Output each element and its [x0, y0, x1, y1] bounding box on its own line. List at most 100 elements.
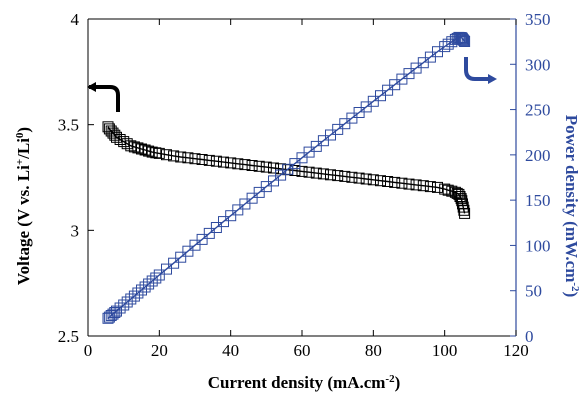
voltage-point [268, 162, 279, 174]
voltage-point [168, 150, 180, 162]
power-point [150, 272, 162, 284]
y-right-tick-label: 300 [525, 55, 551, 74]
voltage-point [161, 149, 172, 161]
voltage-point [442, 184, 454, 196]
power-point [118, 299, 130, 311]
x-axis-ticks: 0 20 40 60 80 100 120 [84, 19, 529, 360]
power-point [275, 169, 287, 181]
series-power [102, 31, 471, 324]
power-point [310, 140, 322, 152]
voltage-point [121, 138, 133, 150]
voltage-axis-pointer-icon [89, 85, 120, 112]
voltage-point [203, 154, 215, 166]
voltage-point [432, 181, 443, 193]
voltage-point [136, 143, 147, 155]
x-axis-label: Current density (mA.cm-2) [208, 373, 401, 392]
plot-frame [87, 18, 517, 337]
power-point [268, 175, 279, 187]
voltage-point [210, 155, 222, 167]
power-point [143, 278, 155, 290]
power-point [457, 34, 469, 46]
power-point [203, 227, 215, 239]
voltage-point [150, 147, 162, 159]
voltage-point [218, 156, 229, 168]
series-voltage [102, 121, 471, 219]
power-point [360, 101, 372, 113]
voltage-point [232, 158, 244, 170]
voltage-point [303, 166, 315, 178]
power-point [303, 146, 315, 158]
power-point [459, 36, 471, 47]
power-point [332, 123, 344, 135]
power-point [210, 222, 222, 233]
voltage-point [457, 201, 469, 213]
power-point [457, 33, 468, 45]
voltage-point [458, 204, 470, 216]
power-point [456, 32, 468, 44]
power-point [253, 186, 265, 198]
voltage-point [424, 181, 436, 193]
power-point [175, 251, 187, 263]
power-point [325, 129, 336, 141]
power-point [389, 79, 401, 91]
y-right-tick-label: 350 [525, 10, 551, 29]
y-left-tick-label: 4 [71, 10, 80, 29]
y-left-axis-label: Voltage (V vs. Li+/Li0) [14, 127, 33, 285]
voltage-point [403, 178, 415, 190]
voltage-point [253, 160, 265, 172]
voltage-point [339, 170, 351, 182]
power-point [367, 95, 379, 107]
voltage-point [111, 131, 122, 143]
voltage-point [114, 134, 126, 145]
power-axis-pointer-arrowhead-icon [488, 74, 497, 84]
voltage-point [325, 169, 336, 181]
voltage-point [389, 176, 401, 188]
voltage-point [332, 170, 344, 182]
voltage-point [439, 183, 451, 195]
y-left-tick-label: 3 [71, 221, 80, 240]
voltage-point [107, 127, 119, 139]
power-point [136, 284, 147, 296]
power-point [196, 233, 208, 245]
power-point [232, 204, 244, 216]
voltage-point [296, 165, 308, 177]
voltage-point [239, 159, 251, 171]
power-point [339, 118, 351, 130]
power-point [168, 257, 180, 269]
x-tick-label: 100 [432, 341, 458, 360]
power-point [296, 152, 308, 164]
y-right-axis-ticks: 0 50 100 150 200 250 300 350 [510, 10, 551, 346]
voltage-point [396, 177, 408, 189]
power-point [239, 198, 251, 210]
voltage-point [454, 191, 466, 202]
power-point [346, 112, 358, 124]
voltage-axis-pointer-arrowhead-icon [87, 82, 96, 92]
power-point [417, 57, 429, 69]
voltage-point [317, 168, 329, 180]
y-right-tick-label: 250 [525, 101, 551, 120]
voltage-point [182, 152, 194, 164]
voltage-point [417, 180, 429, 192]
voltage-point [360, 173, 372, 185]
y-right-axis-label: Power density (mW.cm-2) [562, 115, 581, 297]
voltage-point [128, 141, 140, 153]
power-point [317, 135, 329, 147]
x-tick-label: 0 [84, 341, 93, 360]
voltage-point [118, 136, 130, 148]
x-tick-label: 120 [503, 341, 529, 360]
x-tick-label: 20 [151, 341, 168, 360]
x-tick-label: 40 [222, 341, 239, 360]
power-point [132, 287, 144, 299]
power-point [282, 163, 294, 175]
voltage-point [146, 146, 158, 158]
voltage-point [310, 167, 322, 179]
power-point [246, 192, 258, 204]
voltage-point [132, 142, 144, 154]
voltage-point [289, 165, 301, 176]
power-point [458, 35, 470, 47]
voltage-point [225, 157, 237, 169]
power-point [153, 269, 165, 281]
x-tick-label: 80 [365, 341, 382, 360]
power-point [260, 181, 272, 193]
